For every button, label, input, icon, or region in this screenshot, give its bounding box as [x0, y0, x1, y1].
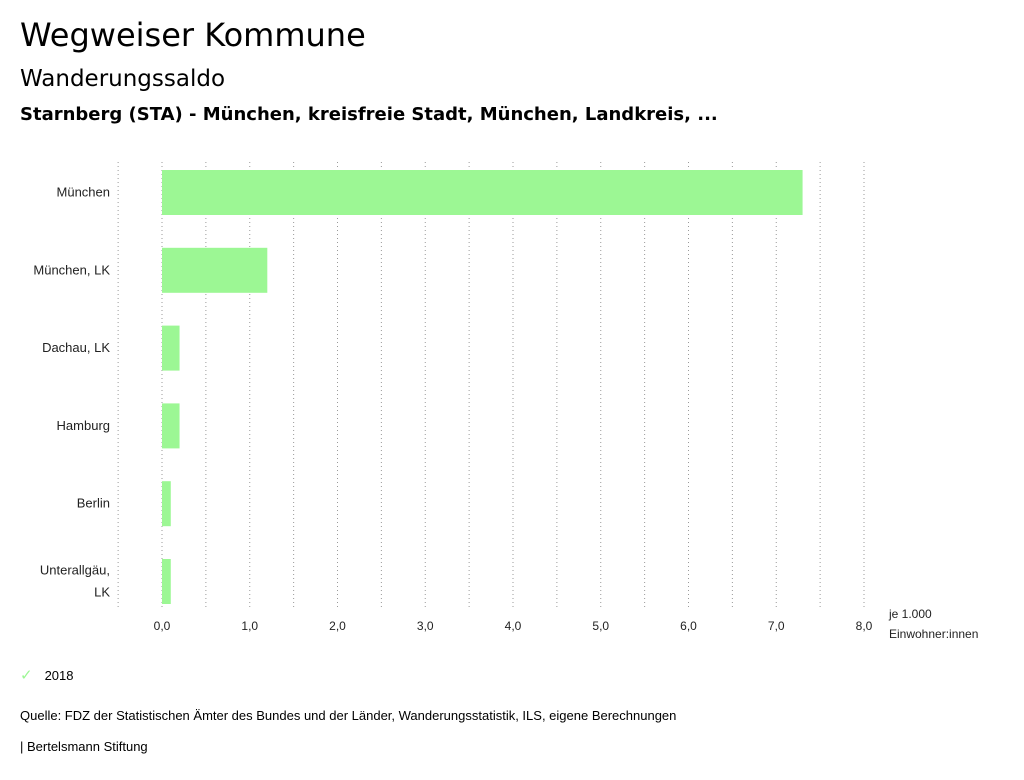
- category-label: Hamburg: [57, 418, 110, 433]
- region-label: Starnberg (STA) - München, kreisfreie St…: [20, 104, 718, 125]
- tick-label: 7,0: [768, 619, 785, 633]
- category-label: Unterallgäu,: [40, 563, 110, 578]
- page-title: Wegweiser Kommune: [20, 16, 366, 54]
- bar-chart: München München, LK Dachau, LK Hamburg Berli…: [33, 162, 978, 641]
- tick-label: 4,0: [505, 619, 522, 633]
- category-label: München, LK: [33, 262, 110, 277]
- unit-label: je 1.000: [888, 607, 932, 621]
- legend-label-2018: 2018: [44, 668, 74, 683]
- bar: [162, 247, 268, 293]
- tick-label: 2,0: [329, 619, 346, 633]
- bar: [162, 325, 180, 371]
- bar: [162, 403, 180, 449]
- tick-label: 0,0: [154, 619, 171, 633]
- category-label: Dachau, LK: [42, 340, 110, 355]
- unit-label: Einwohner:innen: [889, 627, 978, 641]
- tick-label: 3,0: [417, 619, 434, 633]
- tick-label: 6,0: [680, 619, 697, 633]
- tick-label: 5,0: [592, 619, 609, 633]
- bar: [162, 559, 171, 604]
- category-label: München: [57, 185, 110, 200]
- tick-label: 1,0: [241, 619, 258, 633]
- tick-label: 8,0: [856, 619, 873, 633]
- category-label: Berlin: [77, 496, 110, 511]
- bar: [162, 481, 171, 527]
- chart-subtitle: Wanderungssaldo: [20, 66, 226, 92]
- category-label: LK: [94, 585, 110, 600]
- source-note: Quelle: FDZ der Statistischen Ämter des …: [20, 708, 677, 723]
- legend[interactable]: ✓ 2018: [20, 668, 74, 683]
- brand-note: | Bertelsmann Stiftung: [20, 739, 148, 754]
- bar: [162, 170, 803, 215]
- check-icon: ✓: [20, 667, 33, 684]
